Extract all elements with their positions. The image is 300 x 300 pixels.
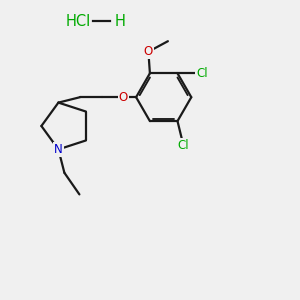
Text: Cl: Cl: [178, 139, 189, 152]
Text: O: O: [118, 91, 128, 104]
Text: Cl: Cl: [196, 67, 208, 80]
Text: O: O: [144, 45, 153, 58]
Text: N: N: [54, 143, 63, 156]
Text: HCl: HCl: [65, 14, 91, 28]
Text: H: H: [115, 14, 125, 28]
